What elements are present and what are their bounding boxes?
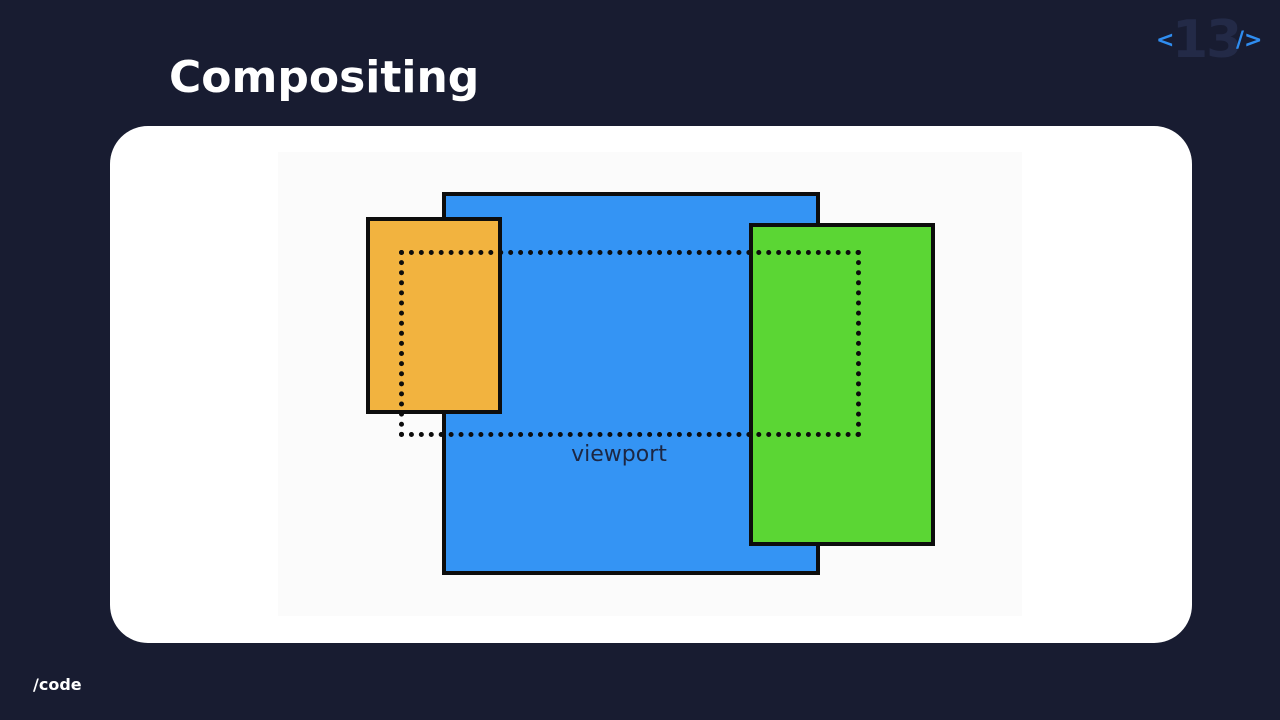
diagram-card: viewport bbox=[110, 126, 1192, 643]
viewport-outline bbox=[399, 250, 861, 437]
viewport-label: viewport bbox=[571, 442, 667, 467]
logo-close-bracket: /> bbox=[1236, 28, 1263, 53]
orange-layer bbox=[366, 217, 502, 414]
footer-label: /code bbox=[33, 675, 82, 694]
slide-number: 13 bbox=[1172, 10, 1242, 70]
slide-number-logo: < 13 /> bbox=[1150, 10, 1270, 72]
compositing-diagram: viewport bbox=[278, 152, 1022, 616]
logo-open-bracket: < bbox=[1156, 28, 1175, 53]
green-layer bbox=[749, 223, 935, 546]
slide-title: Compositing bbox=[169, 52, 480, 103]
